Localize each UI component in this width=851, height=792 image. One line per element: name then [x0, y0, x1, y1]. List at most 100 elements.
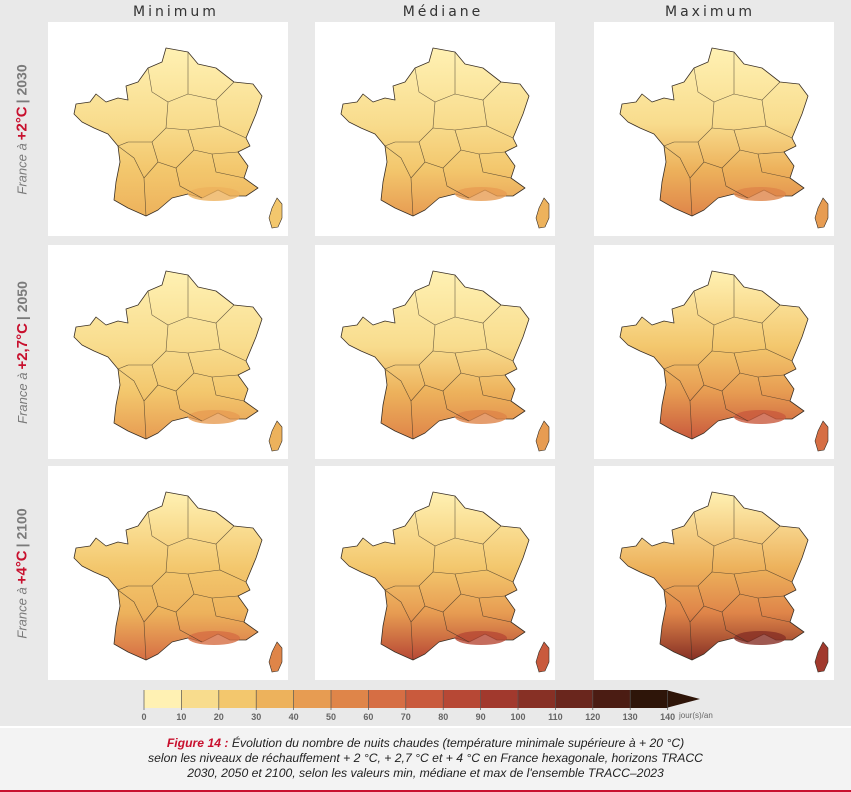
map-median-2100: [315, 466, 555, 680]
region-boundary: [434, 81, 502, 103]
france-mainland-shape: [619, 47, 809, 217]
region-boundary: [395, 545, 436, 587]
region-boundary: [151, 364, 195, 392]
legend-swatch: [331, 690, 369, 708]
region-boundary: [117, 145, 145, 179]
region-boundary: [167, 81, 235, 103]
legend-tick-label: 100: [510, 712, 525, 722]
map-max-2100: [594, 466, 834, 680]
region-boundary: [151, 141, 195, 169]
region-boundary: [713, 304, 781, 326]
region-boundary: [721, 390, 749, 422]
region-boundary: [117, 589, 145, 623]
legend-swatch: [480, 690, 519, 708]
legend-swatch: [592, 690, 631, 708]
legend-tick-label: 50: [326, 712, 336, 722]
figure-label: Figure 14 :: [166, 736, 229, 750]
legend-swatch: [293, 690, 332, 708]
region-boundary: [434, 304, 502, 326]
region-boundary: [733, 352, 785, 378]
france-mainland-shape: [73, 491, 263, 661]
region-boundary: [663, 368, 691, 402]
legend-tick-label: 80: [438, 712, 448, 722]
region-boundary: [147, 290, 169, 326]
corsica-shape: [814, 197, 829, 229]
mediterranean-hotspot: [455, 410, 507, 424]
mediterranean-hotspot: [455, 187, 507, 201]
france-mainland-shape: [340, 270, 530, 440]
france-mainland-shape: [619, 270, 809, 440]
region-boundary: [663, 145, 691, 179]
legend-tick-label: 40: [289, 712, 299, 722]
row-label-2050: France à+2,7°C| 2050: [13, 280, 31, 424]
france-mainland-shape: [340, 47, 530, 217]
corsica-shape: [268, 641, 283, 673]
region-boundary: [674, 101, 715, 143]
mediterranean-hotspot: [734, 631, 786, 645]
mediterranean-hotspot: [188, 187, 240, 201]
region-boundary: [384, 585, 396, 591]
corsica-shape: [268, 420, 283, 452]
mediterranean-hotspot: [455, 631, 507, 645]
map-min-2100: [48, 466, 288, 680]
region-boundary: [663, 585, 675, 591]
corsica-shape: [268, 197, 283, 229]
legend-swatch: [518, 690, 556, 708]
region-boundary: [167, 525, 235, 547]
legend-swatch: [555, 690, 594, 708]
region-boundary: [395, 101, 436, 143]
corsica-shape: [535, 420, 550, 452]
region-boundary: [454, 129, 506, 155]
region-boundary: [733, 129, 785, 155]
legend-swatch: [144, 690, 182, 708]
region-boundary: [418, 585, 462, 613]
region-boundary: [663, 364, 675, 370]
region-boundary: [478, 597, 512, 623]
region-boundary: [697, 364, 741, 392]
caption-line-3: 2030, 2050 et 2100, selon les valeurs mi…: [187, 766, 664, 780]
region-boundary: [733, 573, 785, 599]
france-mainland-shape: [73, 47, 263, 217]
region-boundary: [117, 585, 129, 591]
region-boundary: [693, 511, 715, 547]
region-boundary: [211, 376, 245, 402]
region-boundary: [713, 525, 781, 547]
region-boundary: [721, 611, 749, 643]
region-boundary: [478, 153, 512, 179]
region-boundary: [442, 167, 470, 199]
region-boundary: [384, 368, 412, 402]
legend-swatch: [443, 690, 482, 708]
legend-swatch: [405, 690, 444, 708]
region-boundary: [442, 611, 470, 643]
map-max-2050: [594, 245, 834, 459]
region-boundary: [384, 364, 396, 370]
region-boundary: [384, 145, 412, 179]
legend-swatch: [630, 690, 669, 708]
region-boundary: [117, 364, 129, 370]
region-boundary: [175, 167, 203, 199]
legend-tick-label: 70: [401, 712, 411, 722]
region-boundary: [167, 304, 235, 326]
legend-tick-label: 90: [476, 712, 486, 722]
region-boundary: [117, 368, 145, 402]
region-boundary: [187, 573, 239, 599]
region-boundary: [151, 585, 195, 613]
region-boundary: [454, 352, 506, 378]
caption-line-2: selon les niveaux de réchauffement + 2 °…: [148, 751, 703, 765]
region-boundary: [414, 511, 436, 547]
row-label-2030: France à+2°C| 2030: [13, 63, 31, 195]
legend-swatch: [218, 690, 257, 708]
map-median-2050: [315, 245, 555, 459]
region-boundary: [414, 67, 436, 103]
region-boundary: [418, 141, 462, 169]
region-boundary: [674, 545, 715, 587]
region-boundary: [693, 290, 715, 326]
region-boundary: [757, 153, 791, 179]
legend-swatch: [256, 690, 295, 708]
region-boundary: [663, 141, 675, 147]
region-boundary: [757, 597, 791, 623]
region-boundary: [713, 81, 781, 103]
column-header-mediane: Médiane: [402, 4, 484, 20]
region-boundary: [175, 390, 203, 422]
region-boundary: [478, 376, 512, 402]
